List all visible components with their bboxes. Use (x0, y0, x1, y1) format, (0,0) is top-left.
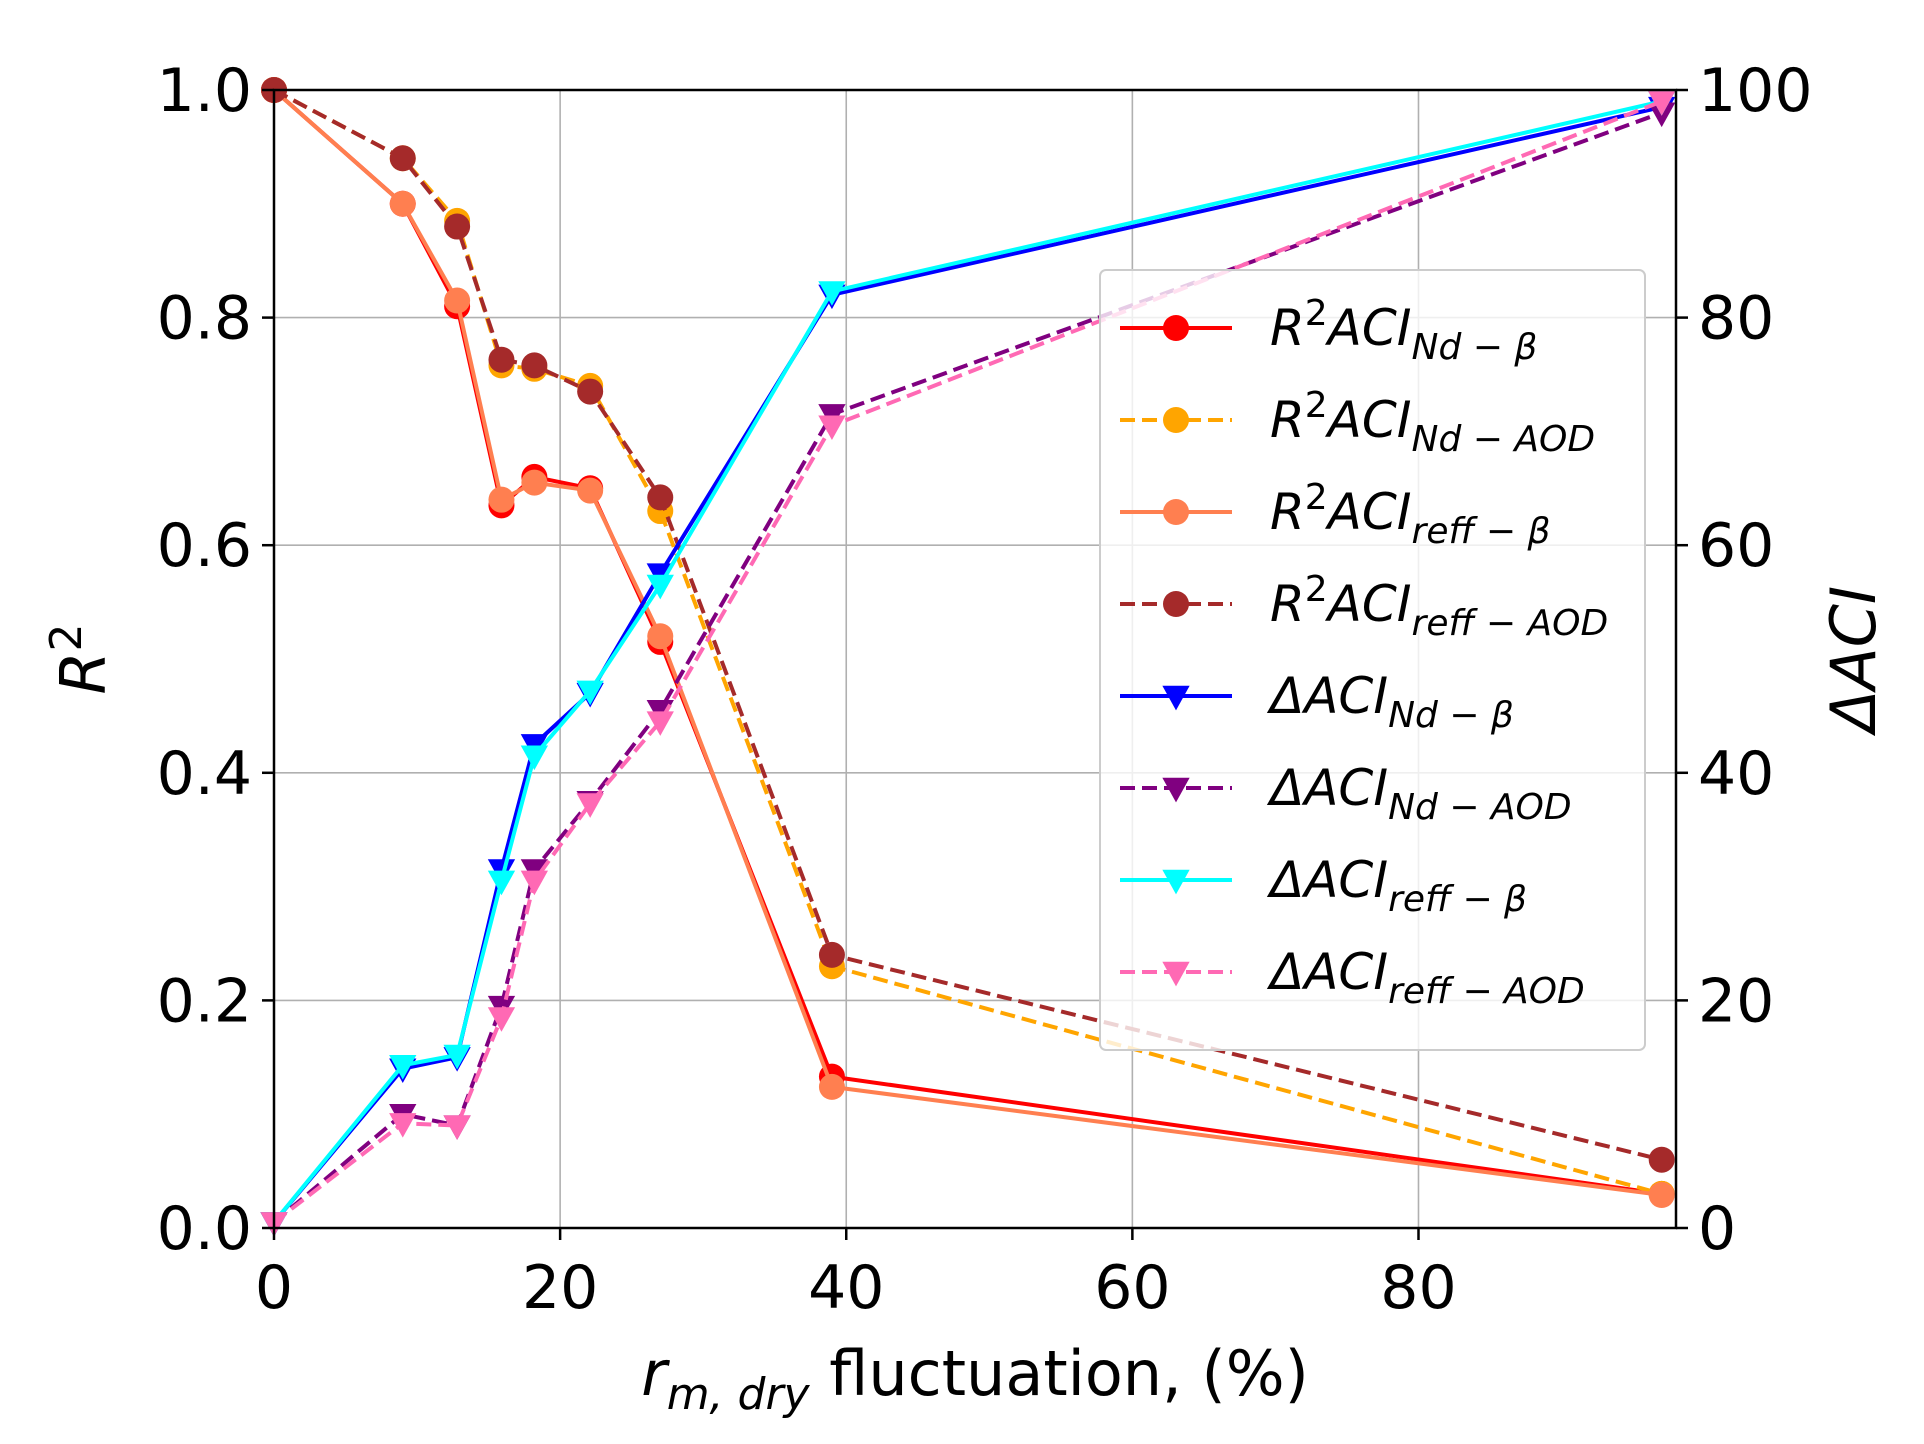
data-point (488, 346, 515, 373)
legend-item: R2ACINd − β (1120, 293, 1537, 368)
data-point (389, 145, 416, 172)
legend-label: ΔACIreff − AOD (1266, 943, 1585, 1012)
y-left-tick-label: 0.6 (157, 511, 252, 581)
legend-swatch-marker (1163, 407, 1189, 433)
legend-swatch-marker (1162, 685, 1190, 711)
data-point (444, 213, 471, 240)
data-point (577, 477, 604, 504)
legend-item: ΔACINd − β (1120, 667, 1514, 736)
data-point (521, 469, 548, 496)
legend-label: ΔACINd − AOD (1266, 759, 1572, 828)
data-point (1648, 1181, 1675, 1208)
series-r-reff (261, 77, 1675, 1208)
x-axis-label-suffix: fluctuation, (%) (810, 1337, 1309, 1410)
data-point (520, 870, 549, 896)
y-left-tick-label: 1.0 (157, 56, 252, 126)
data-point (487, 870, 516, 896)
data-point (389, 190, 416, 217)
y-right-tick-label: 0 (1698, 1194, 1736, 1264)
data-point (818, 1073, 845, 1100)
data-point (576, 680, 604, 706)
data-point (647, 484, 674, 511)
x-axis-label: rm, dry fluctuation, (%) (641, 1337, 1309, 1420)
y-left-tick-label: 0.0 (157, 1194, 252, 1264)
x-tick-label: 40 (808, 1253, 884, 1323)
legend-label: ΔACIreff − β (1266, 851, 1527, 920)
legend-swatch-marker (1162, 961, 1190, 987)
data-point (577, 378, 604, 405)
legend-swatch-marker (1163, 499, 1189, 525)
legend-swatch-marker (1163, 315, 1189, 341)
legend-label: R2ACIreff − AOD (1270, 569, 1608, 644)
y-right-tick-label: 80 (1698, 284, 1774, 354)
legend-swatch-marker (1163, 591, 1189, 617)
data-point (521, 352, 548, 379)
x-tick-label: 60 (1094, 1253, 1170, 1323)
legend-item: R2ACIreff − β (1120, 477, 1551, 552)
data-point (818, 415, 846, 441)
legend-label: R2ACINd − β (1270, 293, 1537, 368)
y-left-tick-label: 0.2 (157, 966, 252, 1036)
legend-label: R2ACIreff − β (1270, 477, 1551, 552)
legend-item: ΔACINd − AOD (1120, 759, 1572, 828)
data-point (443, 1044, 471, 1070)
legend-swatch-marker (1162, 777, 1190, 803)
y-left-axis-label-sup: 2 (41, 623, 92, 651)
y-left-axis-label: R2 (41, 623, 120, 694)
legend-items: R2ACINd − β R2ACINd − AOD R2ACIreff − β R2A… (1120, 293, 1608, 1012)
legend-label: R2ACINd − AOD (1270, 385, 1595, 460)
y-left-tick-label: 0.4 (157, 739, 252, 809)
y-right-tick-label: 20 (1698, 966, 1774, 1036)
legend-item: R2ACINd − AOD (1120, 385, 1595, 460)
legend-item: R2ACIreff − AOD (1120, 569, 1608, 644)
x-tick-label: 20 (522, 1253, 598, 1323)
y-right-tick-label: 100 (1698, 56, 1813, 126)
y-left-tick-label: 0.8 (157, 284, 252, 354)
series-r-reff-aod (261, 77, 1675, 1173)
legend-item: ΔACIreff − β (1120, 851, 1527, 920)
y-left-axis-label-main: R (47, 651, 120, 694)
plot-frame (272, 88, 1678, 1230)
data-point (488, 486, 515, 513)
tick-layer: 0 20 40 60 80 0.0 0.2 0.4 0.6 0.8 1.0 0 20 40 60 80 100 (157, 56, 1813, 1323)
x-axis-label-main: r (641, 1337, 670, 1410)
y-right-tick-label: 40 (1698, 739, 1774, 809)
data-point (444, 287, 471, 314)
data-point (818, 281, 846, 306)
legend-swatch-marker (1162, 869, 1190, 895)
data-point (646, 711, 674, 736)
legend: R2ACINd − β R2ACINd − AOD R2ACIreff − β R2A… (1099, 269, 1646, 1051)
data-point (389, 1113, 417, 1138)
x-tick-label: 0 (255, 1253, 293, 1323)
data-point (443, 1115, 471, 1140)
data-point (487, 1007, 516, 1032)
series-aci-reff-aod (260, 91, 1676, 1237)
y-right-tick-label: 60 (1698, 511, 1774, 581)
y-right-axis-label: ΔACI (1817, 586, 1890, 736)
x-axis-label-sub: m, dry (667, 1369, 811, 1420)
legend-label: ΔACINd − β (1266, 667, 1514, 736)
data-point (647, 623, 674, 650)
data-point (646, 574, 674, 600)
data-point (520, 745, 549, 771)
data-point (389, 1055, 417, 1080)
legend-box (1099, 269, 1646, 1051)
data-point (1648, 1146, 1675, 1173)
data-point (1648, 91, 1676, 116)
data-point (818, 941, 845, 968)
legend-item: ΔACIreff − AOD (1120, 943, 1585, 1012)
x-tick-label: 80 (1380, 1253, 1456, 1323)
data-point (576, 793, 604, 818)
